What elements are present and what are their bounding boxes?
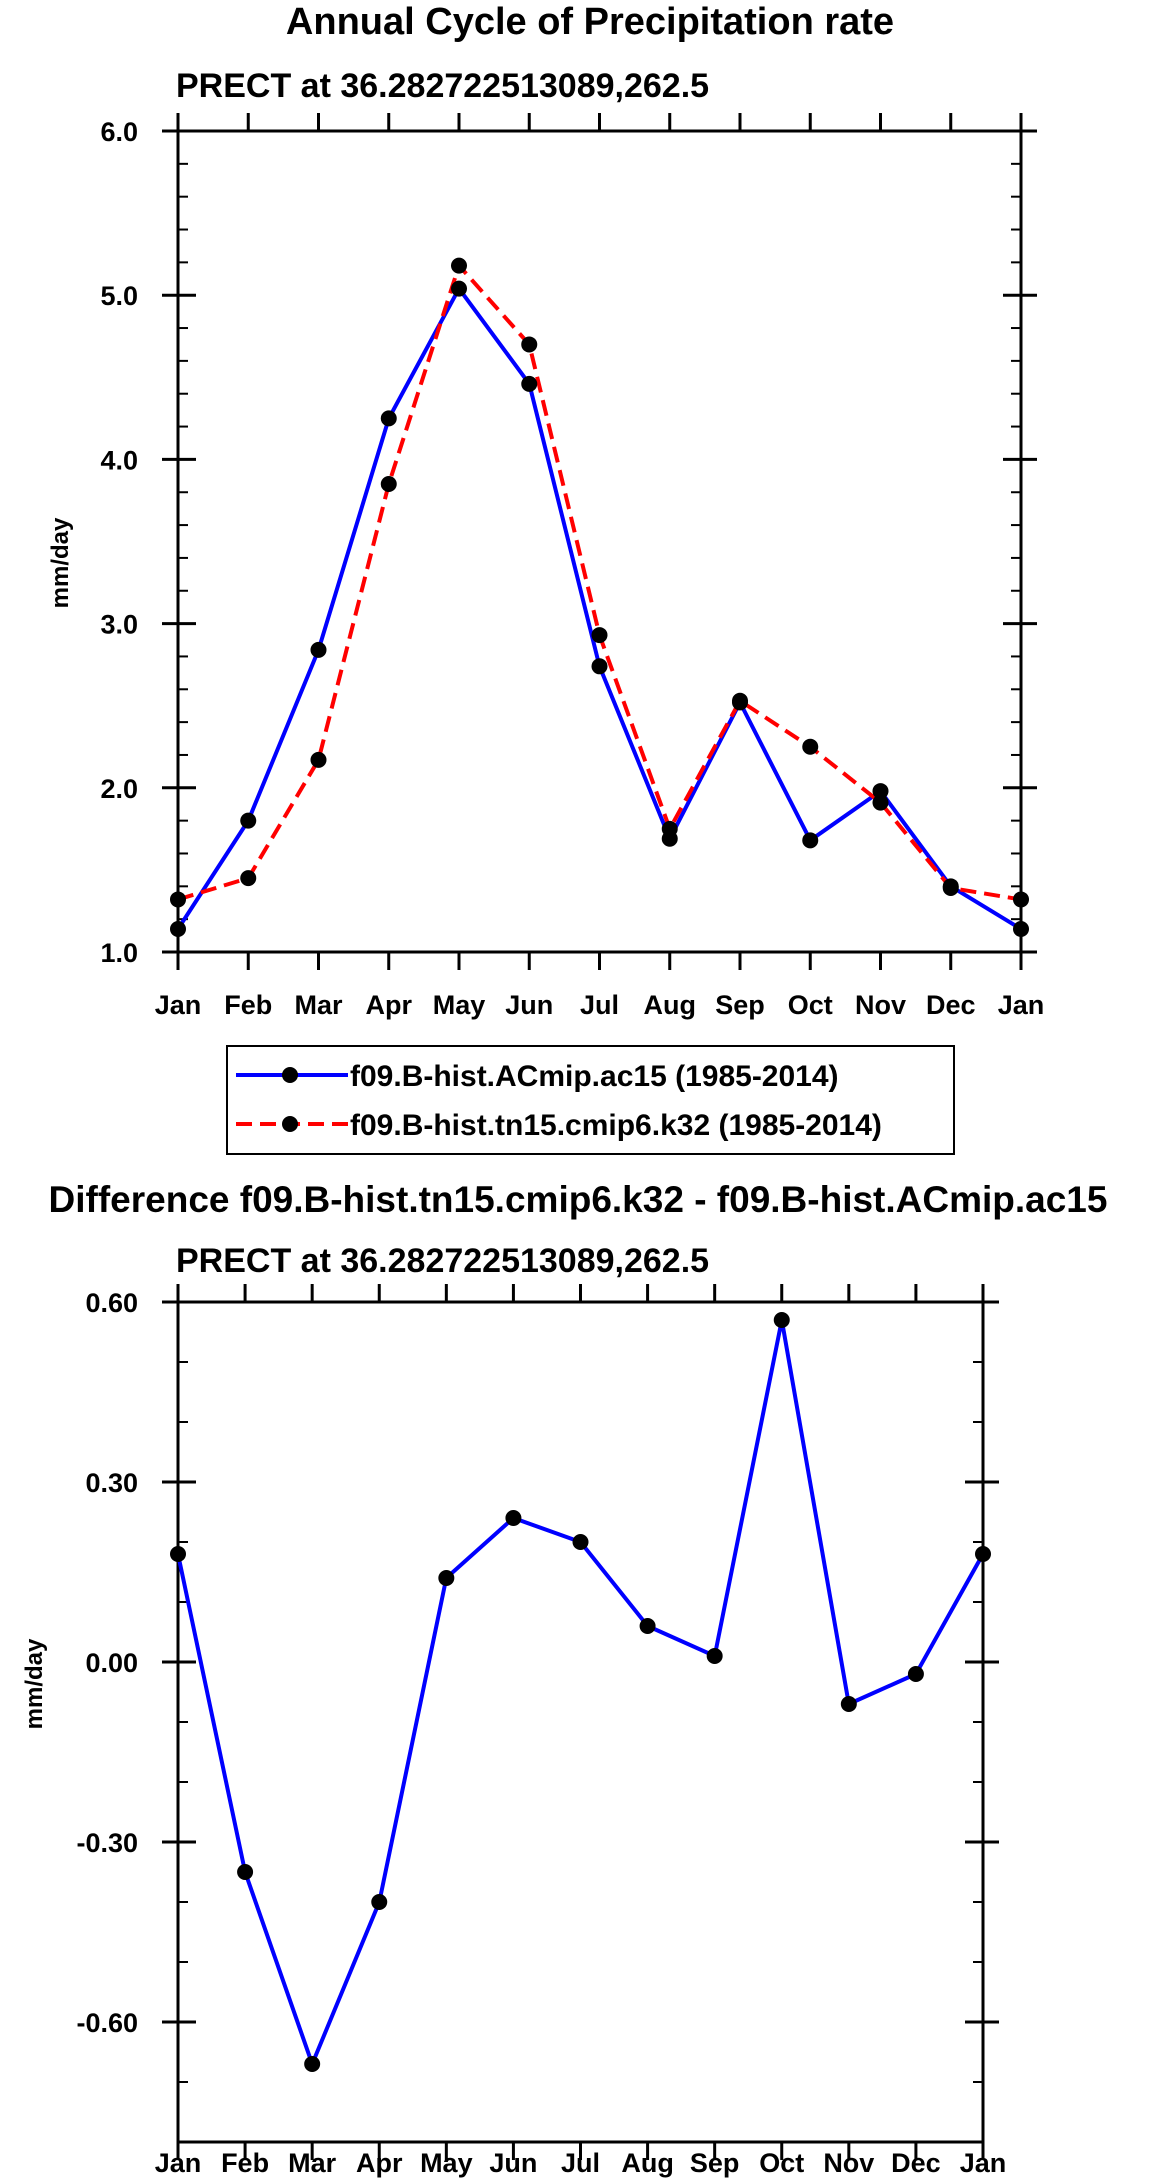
chart2-data-points <box>170 1312 991 2072</box>
x-tick-label: Jan <box>155 990 202 1020</box>
data-point-series-1 <box>237 1864 254 1880</box>
y-tick-label: 0.60 <box>85 1288 138 1318</box>
data-point-series-2 <box>661 820 678 837</box>
data-point-series-1 <box>773 1312 790 1328</box>
data-point-series-2 <box>1013 891 1029 908</box>
x-tick-label: Sep <box>690 2148 740 2178</box>
legend-box <box>226 1045 955 1155</box>
data-point-series-2 <box>802 738 819 755</box>
y-tick-label: -0.60 <box>76 2008 138 2038</box>
series-line-1 <box>176 1318 985 2066</box>
chart2-series-lines <box>176 1318 985 2066</box>
data-point-series-2 <box>872 794 889 811</box>
data-point-series-1 <box>380 410 397 427</box>
x-tick-label: Aug <box>621 2148 673 2178</box>
difference-chart: Difference f09.B-hist.tn15.cmip6.k32 - f… <box>21 1179 1107 2178</box>
plot-frame <box>176 1300 985 2144</box>
plot-frame <box>176 129 1023 954</box>
x-tick-label: Feb <box>221 2148 269 2178</box>
data-point-series-1 <box>451 280 467 297</box>
data-point-series-1 <box>505 1510 522 1526</box>
x-tick-label: Jan <box>155 2148 202 2178</box>
legend-label-series-1: f09.B-hist.ACmip.ac15 (1985-2014) <box>350 1060 839 1093</box>
data-point-series-1 <box>170 1546 186 1562</box>
data-point-series-1 <box>310 641 327 658</box>
x-tick-label: Feb <box>224 990 272 1020</box>
x-tick-label: Sep <box>715 990 765 1020</box>
data-point-series-1 <box>802 832 819 849</box>
y-tick-label: 0.00 <box>85 1648 138 1678</box>
x-tick-label: Jul <box>561 2148 600 2178</box>
data-point-series-2 <box>380 476 397 493</box>
chart1-y-axis-label: mm/day <box>47 517 74 608</box>
data-point-series-2 <box>521 336 538 353</box>
y-tick-label: -0.30 <box>76 1828 138 1858</box>
data-point-series-1 <box>371 1894 388 1910</box>
x-tick-label: Aug <box>644 990 696 1020</box>
x-tick-label: Jan <box>960 2148 1007 2178</box>
x-tick-label: Oct <box>759 2148 804 2178</box>
x-tick-label: Mar <box>288 2148 337 2178</box>
x-tick-label: Dec <box>926 990 976 1020</box>
data-point-series-1 <box>572 1534 589 1550</box>
y-tick-label: 3.0 <box>100 610 138 640</box>
legend-marker-series-2 <box>282 1116 298 1132</box>
series-line-2 <box>177 263 1022 902</box>
data-point-series-1 <box>521 375 538 392</box>
x-tick-label: May <box>420 2148 473 2178</box>
series-line-1 <box>176 286 1023 931</box>
chart1-data-points <box>170 257 1029 938</box>
x-tick-label: Apr <box>356 2148 403 2178</box>
data-point-series-1 <box>438 1570 455 1586</box>
data-point-series-1 <box>304 2056 321 2072</box>
data-point-series-1 <box>907 1666 924 1682</box>
data-point-series-1 <box>840 1696 857 1712</box>
x-tick-label: Dec <box>891 2148 941 2178</box>
chart2-y-axis-label: mm/day <box>21 1638 48 1729</box>
x-tick-label: Nov <box>823 2148 874 2178</box>
y-tick-label: 5.0 <box>100 281 138 311</box>
chart1-series-lines <box>176 263 1023 931</box>
x-tick-label: Apr <box>366 990 413 1020</box>
legend-label-series-2: f09.B-hist.tn15.cmip6.k32 (1985-2014) <box>350 1109 882 1142</box>
data-point-series-2 <box>170 891 186 908</box>
x-tick-label: Jun <box>489 2148 537 2178</box>
data-point-series-1 <box>170 921 186 938</box>
legend-marker-series-1 <box>282 1067 298 1083</box>
data-point-series-1 <box>591 658 608 675</box>
data-point-series-2 <box>451 257 467 274</box>
data-point-series-1 <box>872 783 889 800</box>
y-tick-label: 2.0 <box>100 774 138 804</box>
data-point-series-1 <box>639 1618 656 1634</box>
data-point-series-1 <box>240 812 257 829</box>
y-tick-label: 0.30 <box>85 1468 138 1498</box>
y-tick-label: 4.0 <box>100 445 138 475</box>
x-tick-label: Mar <box>294 990 343 1020</box>
chart2-axes: -0.60 -0.30 0.00 0.30 0.60 Jan Feb Mar Apr May Jun… <box>76 1284 1006 2178</box>
x-tick-label: Nov <box>855 990 906 1020</box>
data-point-series-1 <box>1013 921 1029 938</box>
annual-cycle-chart: Annual Cycle of Precipitation rate PRECT… <box>47 1 1044 1155</box>
chart1-title: Annual Cycle of Precipitation rate <box>286 1 894 43</box>
chart2-subtitle: PRECT at 36.282722513089,262.5 <box>176 1242 709 1280</box>
chart2-title: Difference f09.B-hist.tn15.cmip6.k32 - f… <box>49 1179 1108 1220</box>
y-tick-label: 1.0 <box>100 938 138 968</box>
data-point-series-2 <box>240 870 257 887</box>
x-tick-label: Jun <box>505 990 553 1020</box>
x-tick-label: Jan <box>998 990 1045 1020</box>
x-tick-label: May <box>433 990 486 1020</box>
data-point-series-2 <box>942 879 959 896</box>
data-point-series-2 <box>310 751 327 768</box>
x-tick-label: Oct <box>788 990 833 1020</box>
y-tick-label: 6.0 <box>100 117 138 147</box>
data-point-series-2 <box>591 627 608 644</box>
data-point-series-1 <box>706 1648 723 1664</box>
chart1-subtitle: PRECT at 36.282722513089,262.5 <box>176 67 709 105</box>
data-point-series-1 <box>975 1546 991 1562</box>
chart1-axes: 1.0 2.0 3.0 4.0 5.0 6.0 Jan Feb Mar Apr May Jun Jul A… <box>100 113 1044 1020</box>
data-point-series-2 <box>732 692 748 709</box>
chart1-legend: f09.B-hist.ACmip.ac15 (1985-2014) f09.B-… <box>226 1045 955 1155</box>
x-tick-label: Jul <box>580 990 619 1020</box>
